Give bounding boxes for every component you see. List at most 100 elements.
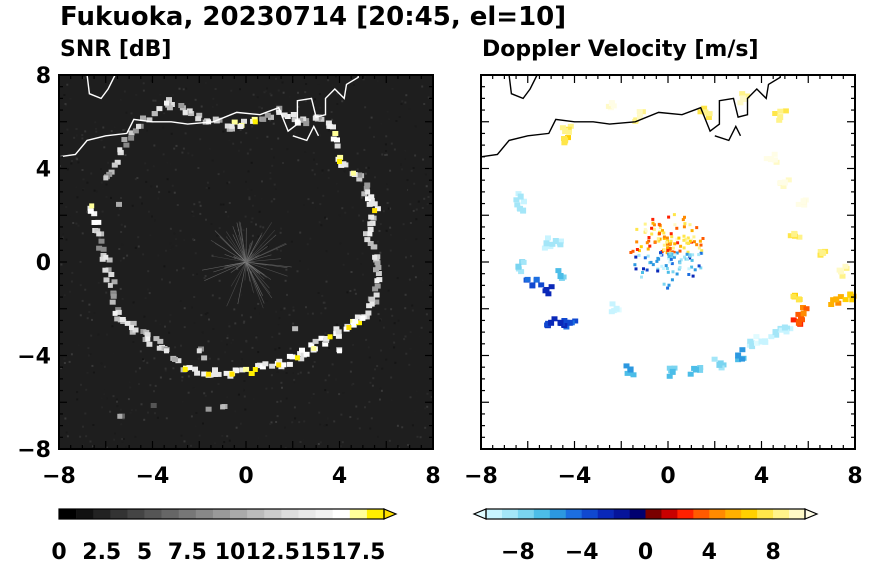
snr-clutter-ray <box>245 243 287 263</box>
snr-noise-speck <box>180 344 182 347</box>
velocity-center-cell <box>675 226 679 230</box>
snr-noise-speck <box>145 129 148 132</box>
snr-echo-ring <box>87 97 383 419</box>
snr-noise-speck <box>367 166 370 169</box>
snr-echo-cell <box>172 357 178 362</box>
snr-noise-speck <box>75 186 78 189</box>
snr-noise-speck <box>299 371 302 374</box>
snr-noise-speck <box>103 146 106 149</box>
velocity-echo-point <box>800 198 807 205</box>
snr-echo-cell <box>374 206 381 212</box>
snr-noise-speck <box>143 315 146 318</box>
velocity-echo-cell <box>687 371 694 377</box>
snr-noise-speck <box>250 189 253 191</box>
colorbar-segment <box>264 509 282 519</box>
snr-noise-speck <box>63 294 66 297</box>
snr-echo-point <box>107 282 113 288</box>
velocity-echo-cell <box>842 263 849 269</box>
snr-noise-speck <box>407 444 409 446</box>
snr-echo-cell <box>144 332 151 338</box>
snr-noise-speck <box>401 426 404 429</box>
snr-noise-speck <box>389 226 392 229</box>
snr-noise-speck <box>302 438 305 441</box>
snr-noise-speck <box>176 204 179 206</box>
snr-noise-speck <box>81 189 84 191</box>
snr-noise-speck <box>315 163 318 166</box>
velocity-center-cell <box>669 257 673 261</box>
snr-echo-cell <box>192 366 198 372</box>
colorbar-segment <box>144 509 162 519</box>
snr-noise-speck <box>277 89 280 92</box>
snr-noise-speck <box>164 369 167 372</box>
snr-noise-speck <box>322 194 325 197</box>
snr-noise-speck <box>313 361 316 363</box>
snr-noise-speck <box>236 268 239 270</box>
snr-noise-speck <box>66 83 69 86</box>
colorbar-segment <box>613 509 630 519</box>
snr-noise-speck <box>162 110 165 113</box>
snr-noise-speck <box>327 129 330 132</box>
velocity-center-cell <box>669 232 673 236</box>
snr-noise-speck <box>321 172 324 175</box>
snr-noise-speck <box>339 445 342 448</box>
snr-noise-speck <box>282 162 284 164</box>
snr-echo-cell <box>105 267 112 273</box>
snr-noise-speck <box>247 170 250 173</box>
snr-noise-speck <box>270 421 273 424</box>
snr-noise-speck <box>124 154 127 157</box>
snr-noise-speck <box>354 292 357 295</box>
snr-noise-speck <box>65 431 68 434</box>
snr-noise-speck <box>174 346 177 349</box>
snr-echo-cell <box>264 112 271 118</box>
snr-noise-speck <box>410 255 412 258</box>
snr-noise-speck <box>339 326 342 329</box>
snr-noise-speck <box>278 317 281 320</box>
snr-echo-cell <box>366 303 373 309</box>
snr-noise-speck <box>397 319 400 322</box>
snr-noise-speck <box>94 121 97 124</box>
snr-echo-cell <box>87 208 94 214</box>
snr-noise-speck <box>207 340 210 343</box>
snr-clutter-ray <box>232 249 247 263</box>
snr-noise-speck <box>264 90 267 93</box>
snr-noise-speck <box>271 164 274 167</box>
velocity-center-cell <box>668 247 672 250</box>
velocity-echo-cell <box>795 201 802 207</box>
velocity-center-cell <box>678 265 682 269</box>
snr-echo-cell <box>117 149 124 155</box>
snr-noise-speck <box>320 224 323 227</box>
snr-noise-speck <box>335 323 338 326</box>
snr-noise-speck <box>243 380 246 382</box>
velocity-center-cell <box>677 236 681 240</box>
velocity-echo-point <box>749 343 756 350</box>
colorbar-segment <box>110 509 128 519</box>
velocity-echo-cell <box>563 319 570 325</box>
snr-noise-speck <box>267 245 269 248</box>
snr-noise-speck <box>373 135 375 138</box>
snr-noise-speck <box>252 398 255 400</box>
snr-noise-speck <box>97 333 100 336</box>
snr-noise-speck <box>275 421 278 423</box>
snr-noise-speck <box>214 88 217 90</box>
snr-noise-speck <box>393 322 396 325</box>
snr-noise-speck <box>129 386 132 389</box>
snr-noise-speck <box>388 118 391 121</box>
snr-noise-speck <box>169 242 172 245</box>
x-tick-label: 4 <box>754 464 769 489</box>
snr-noise-speck <box>181 400 184 403</box>
snr-echo-cell <box>368 214 375 220</box>
velocity-echo-point <box>552 238 559 244</box>
velocity-center-cell <box>676 241 680 245</box>
velocity-echo-point <box>520 207 527 214</box>
colorbar-segment <box>127 509 145 519</box>
snr-echo-cell <box>115 309 122 315</box>
velocity-center-cell <box>646 247 650 251</box>
velocity-center-cell <box>665 267 669 270</box>
snr-noise-speck <box>214 442 216 445</box>
velocity-echo-cell <box>739 356 745 362</box>
snr-noise-speck <box>147 288 149 291</box>
snr-echo-cell <box>100 246 107 252</box>
snr-noise-speck <box>265 299 268 302</box>
snr-noise-speck <box>275 77 277 80</box>
snr-echo-point <box>182 367 188 372</box>
